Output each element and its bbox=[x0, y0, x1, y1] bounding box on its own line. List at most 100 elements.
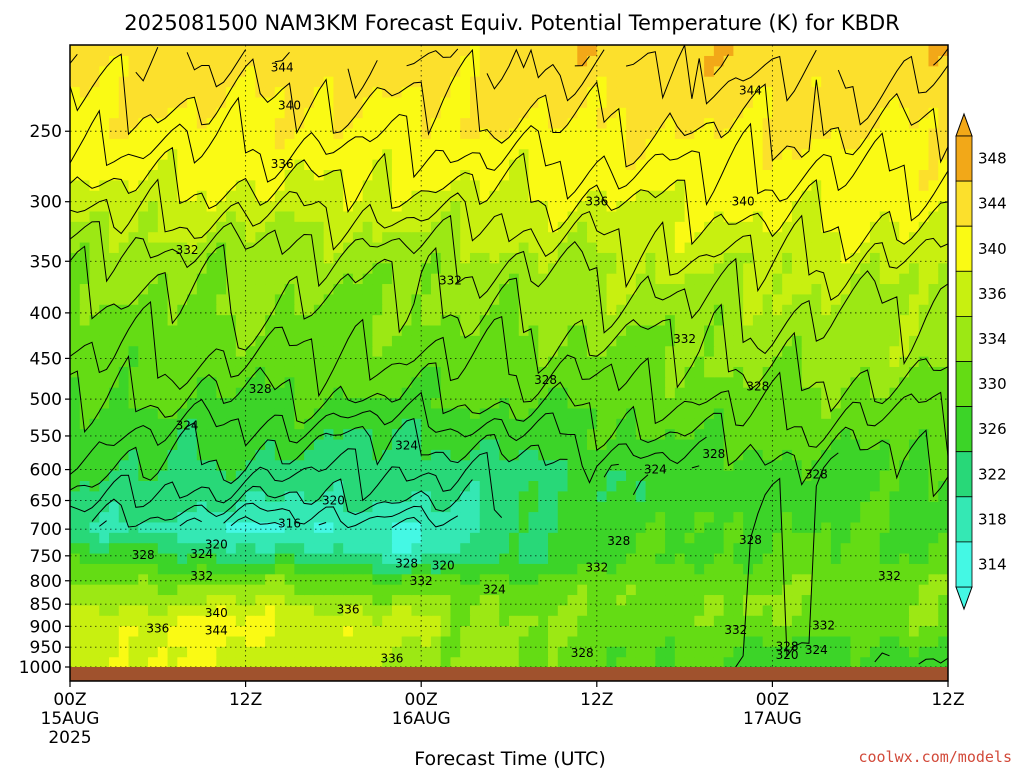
theta-e-cell bbox=[128, 138, 139, 150]
theta-e-cell bbox=[694, 252, 705, 264]
theta-e-cell bbox=[469, 304, 481, 316]
theta-e-cell bbox=[450, 96, 461, 108]
theta-e-cell bbox=[323, 190, 334, 202]
theta-e-cell bbox=[138, 563, 149, 575]
theta-e-cell bbox=[118, 335, 130, 347]
theta-e-cell bbox=[382, 459, 393, 471]
theta-e-cell bbox=[743, 324, 754, 336]
theta-e-cell bbox=[265, 345, 276, 357]
theta-e-cell bbox=[460, 470, 471, 481]
theta-e-cell bbox=[118, 324, 130, 336]
theta-e-cell bbox=[343, 96, 354, 108]
theta-e-cell bbox=[382, 231, 393, 243]
theta-e-cell bbox=[479, 438, 491, 450]
theta-e-cell bbox=[499, 656, 510, 668]
theta-e-cell bbox=[587, 387, 598, 399]
theta-e-cell bbox=[684, 345, 695, 357]
theta-e-cell bbox=[460, 501, 471, 513]
theta-e-cell bbox=[567, 584, 578, 596]
theta-e-cell bbox=[206, 521, 217, 533]
theta-e-cell bbox=[821, 252, 832, 264]
theta-e-cell bbox=[235, 293, 247, 305]
theta-e-cell bbox=[665, 501, 676, 513]
theta-e-cell bbox=[499, 470, 510, 481]
theta-e-cell bbox=[372, 159, 383, 170]
theta-e-cell bbox=[567, 573, 578, 585]
theta-e-cell bbox=[235, 397, 247, 409]
theta-e-cell bbox=[148, 459, 159, 471]
theta-e-cell bbox=[616, 159, 627, 170]
theta-e-cell bbox=[548, 107, 559, 119]
theta-e-cell bbox=[450, 521, 461, 533]
theta-e-cell bbox=[372, 428, 383, 440]
theta-e-cell bbox=[928, 646, 939, 658]
theta-e-cell bbox=[811, 563, 822, 575]
theta-e-cell bbox=[869, 159, 881, 170]
theta-e-cell bbox=[362, 252, 374, 264]
theta-e-cell bbox=[684, 366, 695, 378]
theta-e-cell bbox=[635, 542, 647, 554]
theta-e-cell bbox=[928, 625, 939, 637]
theta-e-cell bbox=[157, 117, 169, 129]
theta-e-cell bbox=[645, 646, 656, 658]
theta-e-cell bbox=[850, 594, 861, 606]
theta-e-cell bbox=[333, 366, 344, 378]
theta-e-cell bbox=[928, 480, 939, 492]
theta-e-cell bbox=[216, 407, 227, 419]
theta-e-cell bbox=[294, 335, 305, 347]
theta-e-cell bbox=[440, 459, 452, 471]
theta-e-cell bbox=[548, 511, 559, 523]
theta-e-cell bbox=[869, 542, 881, 554]
theta-e-cell bbox=[196, 387, 208, 399]
theta-e-cell bbox=[635, 563, 647, 575]
theta-e-cell bbox=[216, 480, 227, 492]
theta-e-cell bbox=[333, 646, 344, 658]
theta-e-cell bbox=[801, 179, 813, 191]
theta-e-cell bbox=[372, 646, 383, 658]
theta-e-cell bbox=[577, 221, 588, 233]
theta-e-cell bbox=[879, 231, 891, 243]
theta-e-cell bbox=[245, 221, 256, 233]
theta-e-cell bbox=[469, 169, 481, 181]
theta-e-cell bbox=[284, 117, 295, 129]
theta-e-cell bbox=[89, 511, 100, 523]
theta-e-cell bbox=[762, 387, 773, 399]
theta-e-cell bbox=[616, 221, 627, 233]
theta-e-cell bbox=[821, 169, 832, 181]
theta-e-cell bbox=[479, 449, 491, 461]
theta-e-cell bbox=[938, 262, 948, 274]
theta-e-cell bbox=[118, 304, 130, 316]
theta-e-cell bbox=[860, 625, 871, 637]
theta-e-cell bbox=[918, 96, 930, 108]
theta-e-cell bbox=[557, 138, 569, 150]
theta-e-cell bbox=[548, 625, 559, 637]
theta-e-cell bbox=[762, 273, 773, 285]
theta-e-cell bbox=[216, 252, 227, 264]
theta-e-cell bbox=[938, 335, 948, 347]
theta-e-cell bbox=[655, 387, 666, 399]
theta-e-cell bbox=[908, 387, 920, 399]
theta-e-cell bbox=[704, 635, 715, 647]
theta-e-cell bbox=[313, 552, 325, 564]
theta-e-cell bbox=[323, 127, 334, 139]
theta-e-cell bbox=[762, 293, 773, 305]
theta-e-cell bbox=[138, 190, 149, 202]
theta-e-cell bbox=[665, 138, 676, 150]
theta-e-cell bbox=[528, 490, 539, 502]
theta-e-cell bbox=[499, 314, 510, 326]
theta-e-cell bbox=[70, 480, 81, 492]
theta-e-cell bbox=[567, 231, 578, 243]
theta-e-cell bbox=[226, 594, 237, 606]
theta-e-cell bbox=[791, 169, 803, 181]
theta-e-cell bbox=[723, 604, 734, 616]
theta-e-cell bbox=[323, 397, 334, 409]
theta-e-cell bbox=[791, 521, 803, 533]
theta-e-cell bbox=[284, 501, 295, 513]
theta-e-cell bbox=[713, 438, 725, 450]
theta-e-cell bbox=[382, 428, 393, 440]
theta-e-cell bbox=[587, 179, 598, 191]
theta-e-cell bbox=[255, 159, 266, 170]
theta-e-cell bbox=[626, 231, 637, 243]
theta-e-cell bbox=[352, 159, 364, 170]
theta-e-cell bbox=[713, 397, 725, 409]
